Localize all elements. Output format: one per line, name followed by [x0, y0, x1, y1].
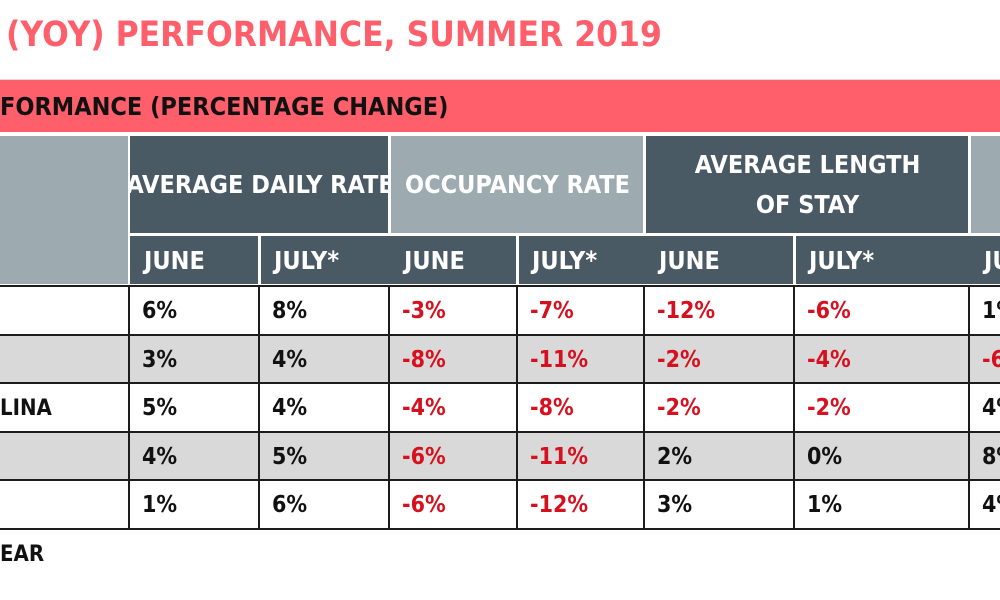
- table-cell: 4%: [982, 492, 1000, 518]
- header-divider: [643, 136, 646, 236]
- row-divider: [0, 382, 1000, 384]
- column-divider: [968, 285, 970, 529]
- column-divider: [258, 285, 260, 529]
- table-cell: -4%: [402, 395, 446, 421]
- table-cell: -2%: [657, 346, 701, 373]
- header-divider: [128, 233, 1000, 236]
- column-group-header: AVERAGE DAILY RATE: [130, 136, 390, 233]
- row-divider: [0, 527, 1000, 530]
- column-divider: [643, 285, 645, 529]
- column-group-header: [970, 136, 1000, 233]
- column-header: JUNE: [645, 236, 795, 284]
- table-cell: 4%: [272, 346, 308, 373]
- table-cell: -12%: [530, 492, 589, 518]
- header-divider: [258, 236, 261, 284]
- row-divider: [0, 479, 1000, 481]
- header-divider: [388, 136, 391, 236]
- table-cell: -3%: [402, 298, 446, 324]
- table-cell: 4%: [272, 395, 308, 421]
- column-header: JULY*: [518, 236, 645, 284]
- table-cell: -6: [982, 346, 1000, 373]
- row-background: [0, 432, 1000, 481]
- row-label: [0, 434, 128, 480]
- row-label: [0, 288, 128, 334]
- table-cell: 2%: [657, 443, 693, 470]
- table-cell: -8%: [402, 346, 446, 373]
- column-divider: [128, 285, 130, 529]
- row-divider: [0, 285, 1000, 287]
- table-cell: -6%: [402, 443, 446, 470]
- table-cell: -4%: [807, 346, 851, 373]
- table-cell: 4%: [982, 395, 1000, 421]
- table-cell: -12%: [657, 298, 716, 324]
- page-title: (YOY) PERFORMANCE, SUMMER 2019: [6, 15, 662, 55]
- column-divider: [793, 285, 795, 529]
- table-cell: 4%: [142, 443, 178, 470]
- row-divider: [0, 430, 1000, 433]
- row-label: [0, 337, 128, 383]
- table-cell: -8%: [530, 395, 574, 421]
- row-label: LINA: [0, 395, 52, 421]
- table-cell: 5%: [272, 443, 308, 470]
- column-header: JU: [970, 236, 1000, 284]
- banner-title: FORMANCE (PERCENTAGE CHANGE): [0, 92, 449, 121]
- column-header: JULY*: [795, 236, 970, 284]
- table-cell: 1%: [807, 492, 843, 518]
- table-cell: 6%: [142, 298, 178, 324]
- column-divider: [388, 285, 390, 529]
- row-label: [0, 482, 128, 528]
- column-group-header: AVERAGE LENGTH OF STAY: [645, 136, 970, 233]
- header-divider: [793, 236, 796, 284]
- column-header: JUNE: [130, 236, 260, 284]
- table-cell: 1%: [982, 298, 1000, 324]
- table-cell: 8%: [272, 298, 308, 324]
- table-cell: -2%: [657, 395, 701, 421]
- table-cell: 3%: [142, 346, 178, 373]
- table-cell: -7%: [530, 298, 574, 324]
- header-divider: [516, 236, 519, 284]
- table-cell: -6%: [402, 492, 446, 518]
- row-background: [0, 335, 1000, 384]
- column-divider: [516, 285, 518, 529]
- row-divider: [0, 333, 1000, 336]
- table-cell: -6%: [807, 298, 851, 324]
- table-banner: FORMANCE (PERCENTAGE CHANGE): [0, 79, 1000, 132]
- table-cell: 0%: [807, 443, 843, 470]
- header-divider: [968, 136, 971, 236]
- column-header: JUNE: [390, 236, 518, 284]
- table-cell: 5%: [142, 395, 178, 421]
- table-cell: 8%: [982, 443, 1000, 470]
- column-header: JULY*: [260, 236, 390, 284]
- table-cell: 1%: [142, 492, 178, 518]
- table-cell: -11%: [530, 443, 589, 470]
- table-cell: -2%: [807, 395, 851, 421]
- column-group-header: OCCUPANCY RATE: [390, 136, 645, 233]
- table-cell: 6%: [272, 492, 308, 518]
- table-cell: 3%: [657, 492, 693, 518]
- stub-header: [0, 136, 128, 284]
- table-cell: -11%: [530, 346, 589, 373]
- footnote: EAR: [0, 542, 45, 567]
